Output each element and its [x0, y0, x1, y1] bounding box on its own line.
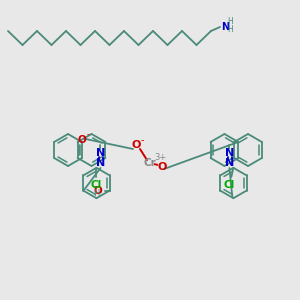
Text: N: N [225, 158, 234, 168]
Text: -: - [94, 181, 98, 190]
Text: -: - [140, 135, 144, 145]
Text: N: N [221, 22, 229, 32]
Text: O: O [157, 162, 167, 172]
Text: H: H [94, 189, 100, 198]
Text: H: H [227, 17, 233, 26]
Text: N: N [96, 158, 105, 168]
Text: Cr: Cr [144, 158, 156, 168]
Text: H: H [227, 26, 233, 34]
Text: 3+: 3+ [154, 152, 166, 161]
Text: Cl: Cl [91, 180, 102, 190]
Text: N: N [225, 148, 234, 158]
Text: N: N [96, 148, 105, 158]
Text: -: - [86, 130, 89, 140]
Text: O: O [94, 186, 103, 196]
Text: Cl: Cl [224, 180, 235, 190]
Text: O: O [77, 135, 86, 145]
Text: O: O [131, 140, 141, 150]
